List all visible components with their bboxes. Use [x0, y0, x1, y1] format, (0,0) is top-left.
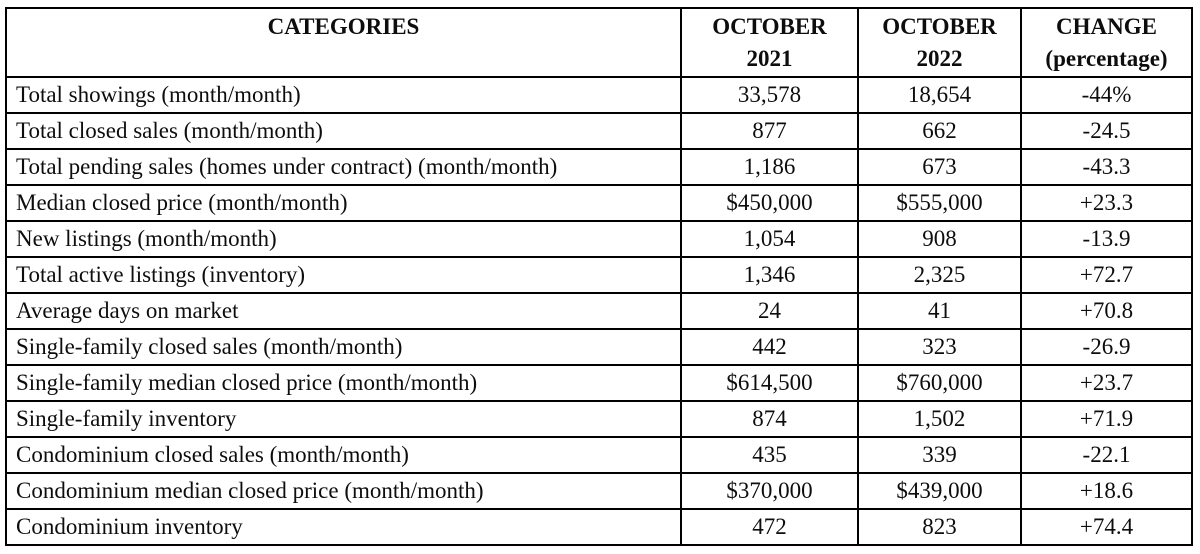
- cell-change: -44%: [1020, 76, 1193, 114]
- row-category-condominium-inventory: Condominium inventory: [5, 508, 682, 546]
- table-row: Condominium inventory 472 823 +74.4: [5, 508, 1193, 546]
- cell-oct-2022: 41: [857, 292, 1022, 330]
- cell-change: +23.7: [1020, 364, 1193, 402]
- cell-change: +74.4: [1020, 508, 1193, 546]
- cell-change: -43.3: [1020, 148, 1193, 186]
- table-row: Total showings (month/month) 33,578 18,6…: [5, 76, 1193, 114]
- column-header-categories: CATEGORIES: [5, 7, 682, 78]
- row-category-total-closed-sales: Total closed sales (month/month): [5, 112, 682, 150]
- table-row: Total pending sales (homes under contrac…: [5, 148, 1193, 186]
- row-category-total-active-listings: Total active listings (inventory): [5, 256, 682, 294]
- cell-oct-2022: 673: [857, 148, 1022, 186]
- column-header-change-percentage: CHANGE (percentage): [1020, 7, 1193, 78]
- cell-oct-2021: 877: [680, 112, 859, 150]
- header-row: CATEGORIES OCTOBER 2021 OCTOBER 2022 CHA…: [5, 7, 1193, 78]
- cell-oct-2022: 2,325: [857, 256, 1022, 294]
- cell-change: -26.9: [1020, 328, 1193, 366]
- row-category-single-family-closed-sales: Single-family closed sales (month/month): [5, 328, 682, 366]
- table-row: Average days on market 24 41 +70.8: [5, 292, 1193, 330]
- cell-oct-2022: $555,000: [857, 184, 1022, 222]
- cell-oct-2021: 1,346: [680, 256, 859, 294]
- row-category-total-pending-sales: Total pending sales (homes under contrac…: [5, 148, 682, 186]
- row-category-single-family-median-closed-price: Single-family median closed price (month…: [5, 364, 682, 402]
- row-category-condominium-closed-sales: Condominium closed sales (month/month): [5, 436, 682, 474]
- cell-oct-2022: 908: [857, 220, 1022, 258]
- row-category-total-showings: Total showings (month/month): [5, 76, 682, 114]
- cell-change: +23.3: [1020, 184, 1193, 222]
- cell-oct-2021: 472: [680, 508, 859, 546]
- cell-oct-2021: 24: [680, 292, 859, 330]
- table-row: Condominium median closed price (month/m…: [5, 472, 1193, 510]
- cell-oct-2022: 823: [857, 508, 1022, 546]
- column-header-october-2022: OCTOBER 2022: [857, 7, 1022, 78]
- table-row: Single-family median closed price (month…: [5, 364, 1193, 402]
- cell-oct-2022: 662: [857, 112, 1022, 150]
- cell-change: +70.8: [1020, 292, 1193, 330]
- column-header-october-2021: OCTOBER 2021: [680, 7, 859, 78]
- cell-oct-2022: 339: [857, 436, 1022, 474]
- table-row: Median closed price (month/month) $450,0…: [5, 184, 1193, 222]
- cell-oct-2022: 1,502: [857, 400, 1022, 438]
- cell-change: -24.5: [1020, 112, 1193, 150]
- cell-change: -13.9: [1020, 220, 1193, 258]
- cell-oct-2021: 1,186: [680, 148, 859, 186]
- cell-oct-2022: $439,000: [857, 472, 1022, 510]
- table-row: Single-family closed sales (month/month)…: [5, 328, 1193, 366]
- cell-oct-2021: $614,500: [680, 364, 859, 402]
- cell-change: +71.9: [1020, 400, 1193, 438]
- cell-oct-2021: $450,000: [680, 184, 859, 222]
- cell-oct-2022: 18,654: [857, 76, 1022, 114]
- row-category-median-closed-price: Median closed price (month/month): [5, 184, 682, 222]
- cell-oct-2021: 33,578: [680, 76, 859, 114]
- row-category-condominium-median-closed-price: Condominium median closed price (month/m…: [5, 472, 682, 510]
- row-category-new-listings: New listings (month/month): [5, 220, 682, 258]
- table-row: New listings (month/month) 1,054 908 -13…: [5, 220, 1193, 258]
- cell-oct-2022: $760,000: [857, 364, 1022, 402]
- cell-oct-2022: 323: [857, 328, 1022, 366]
- table-row: Total active listings (inventory) 1,346 …: [5, 256, 1193, 294]
- cell-change: -22.1: [1020, 436, 1193, 474]
- cell-change: +72.7: [1020, 256, 1193, 294]
- market-stats-table: CATEGORIES OCTOBER 2021 OCTOBER 2022 CHA…: [5, 7, 1193, 546]
- cell-oct-2021: 874: [680, 400, 859, 438]
- row-category-average-days-on-market: Average days on market: [5, 292, 682, 330]
- table-row: Total closed sales (month/month) 877 662…: [5, 112, 1193, 150]
- table-row: Single-family inventory 874 1,502 +71.9: [5, 400, 1193, 438]
- row-category-single-family-inventory: Single-family inventory: [5, 400, 682, 438]
- cell-oct-2021: 435: [680, 436, 859, 474]
- cell-change: +18.6: [1020, 472, 1193, 510]
- cell-oct-2021: 442: [680, 328, 859, 366]
- cell-oct-2021: 1,054: [680, 220, 859, 258]
- cell-oct-2021: $370,000: [680, 472, 859, 510]
- table-row: Condominium closed sales (month/month) 4…: [5, 436, 1193, 474]
